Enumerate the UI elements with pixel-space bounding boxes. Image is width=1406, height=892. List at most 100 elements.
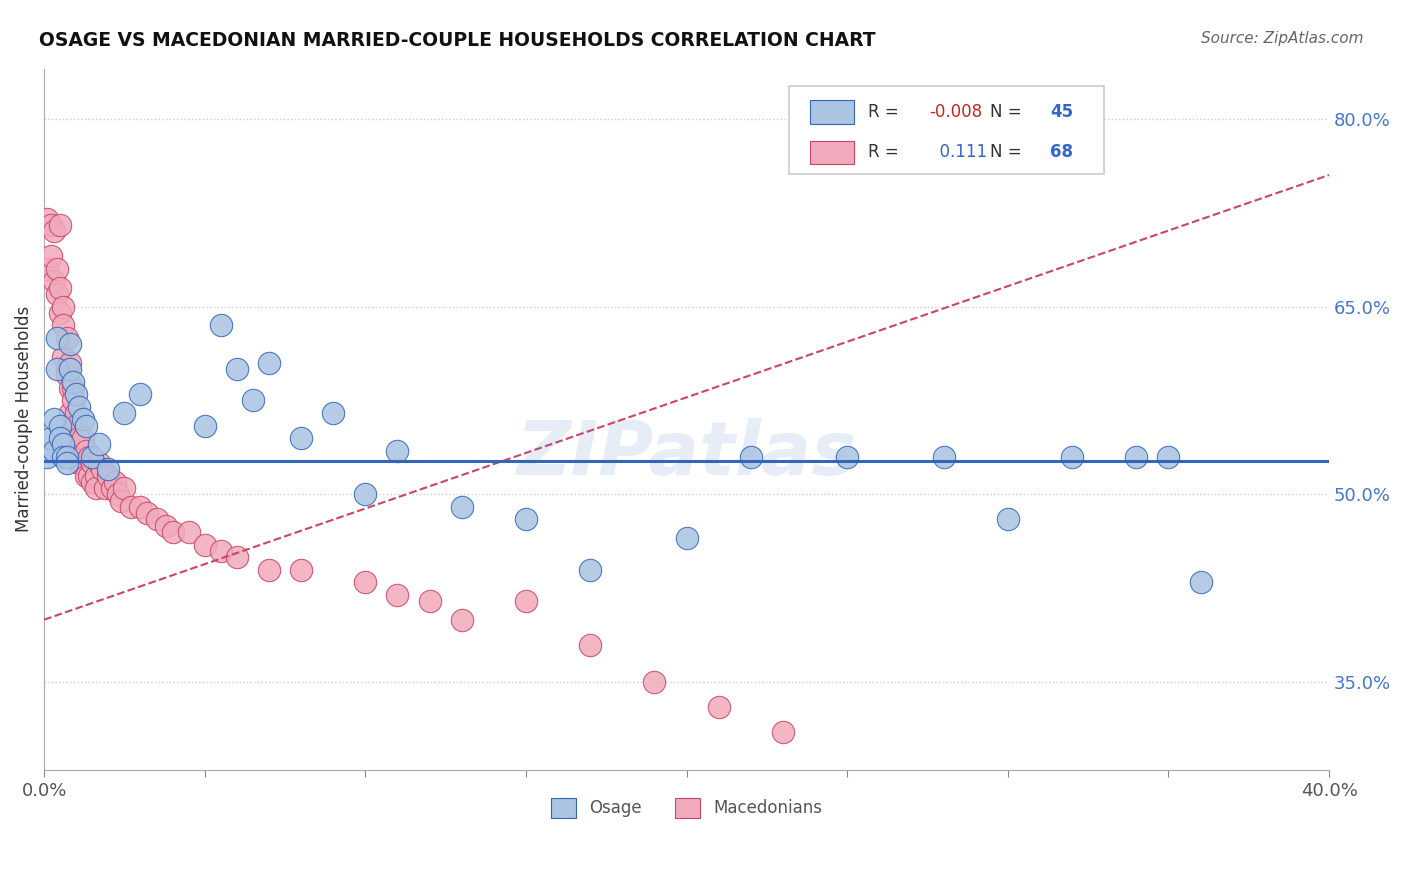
Text: 68: 68 [1050, 144, 1073, 161]
Point [52, 318, 75, 333]
Point [194, 537, 217, 551]
Point [242, 393, 264, 408]
Point [42, 275, 65, 289]
Point [707, 700, 730, 714]
Point [75, 418, 97, 433]
Point [49, 418, 72, 433]
Point [322, 406, 344, 420]
Point [59, 381, 82, 395]
Point [120, 500, 142, 514]
Point [579, 563, 602, 577]
Point [52, 300, 75, 314]
Text: -0.008: -0.008 [929, 103, 983, 121]
Point [107, 487, 129, 501]
Point [82, 456, 104, 470]
Point [290, 563, 312, 577]
Point [46, 262, 69, 277]
Point [69, 456, 91, 470]
Point [112, 406, 135, 420]
Point [55, 456, 77, 470]
Point [90, 462, 112, 476]
Point [129, 387, 152, 401]
Point [104, 475, 127, 489]
Point [387, 443, 409, 458]
Point [77, 450, 100, 464]
Point [46, 331, 69, 345]
Point [59, 406, 82, 420]
Point [69, 431, 91, 445]
Point [997, 512, 1019, 526]
Point [59, 356, 82, 370]
Point [84, 481, 107, 495]
Point [52, 437, 75, 451]
Text: N =: N = [990, 103, 1026, 121]
Point [257, 356, 280, 370]
Point [65, 443, 87, 458]
Point [72, 412, 94, 426]
Point [837, 450, 859, 464]
Point [162, 524, 184, 539]
Point [39, 431, 62, 445]
Point [62, 375, 84, 389]
Text: R =: R = [868, 144, 904, 161]
Point [515, 594, 537, 608]
Point [450, 500, 472, 514]
Text: 0.111: 0.111 [929, 144, 987, 161]
Point [579, 638, 602, 652]
Point [82, 475, 104, 489]
Point [42, 443, 65, 458]
Point [59, 362, 82, 376]
Y-axis label: Married-couple Households: Married-couple Households [15, 306, 32, 533]
Point [55, 368, 77, 383]
Point [65, 406, 87, 420]
Point [740, 450, 762, 464]
FancyBboxPatch shape [810, 100, 853, 124]
Point [177, 524, 200, 539]
Point [155, 518, 177, 533]
Point [772, 725, 794, 739]
Point [450, 613, 472, 627]
Point [49, 218, 72, 232]
Point [62, 393, 84, 408]
Point [55, 450, 77, 464]
Point [145, 512, 167, 526]
Text: N =: N = [990, 144, 1026, 161]
Point [100, 481, 122, 495]
Point [932, 450, 955, 464]
Point [65, 418, 87, 433]
Point [1060, 450, 1083, 464]
Point [209, 543, 232, 558]
Point [37, 211, 59, 226]
Point [112, 481, 135, 495]
Point [42, 412, 65, 426]
Point [257, 563, 280, 577]
Point [387, 588, 409, 602]
Point [62, 418, 84, 433]
Point [52, 450, 75, 464]
Point [97, 468, 120, 483]
Point [49, 281, 72, 295]
Point [515, 512, 537, 526]
Point [290, 431, 312, 445]
Point [37, 262, 59, 277]
Text: ZIPatlas: ZIPatlas [516, 417, 856, 491]
Point [49, 306, 72, 320]
Point [59, 337, 82, 351]
Point [75, 468, 97, 483]
Point [72, 456, 94, 470]
Point [39, 249, 62, 263]
Point [94, 481, 117, 495]
Point [46, 362, 69, 376]
Text: Source: ZipAtlas.com: Source: ZipAtlas.com [1201, 31, 1364, 46]
Text: 45: 45 [1050, 103, 1073, 121]
Point [55, 362, 77, 376]
Point [354, 575, 377, 590]
Point [62, 381, 84, 395]
Point [82, 450, 104, 464]
Legend: Osage, Macedonians: Osage, Macedonians [544, 791, 830, 825]
Point [49, 431, 72, 445]
Point [87, 456, 110, 470]
Point [37, 450, 59, 464]
Point [1125, 450, 1147, 464]
Point [225, 549, 247, 564]
